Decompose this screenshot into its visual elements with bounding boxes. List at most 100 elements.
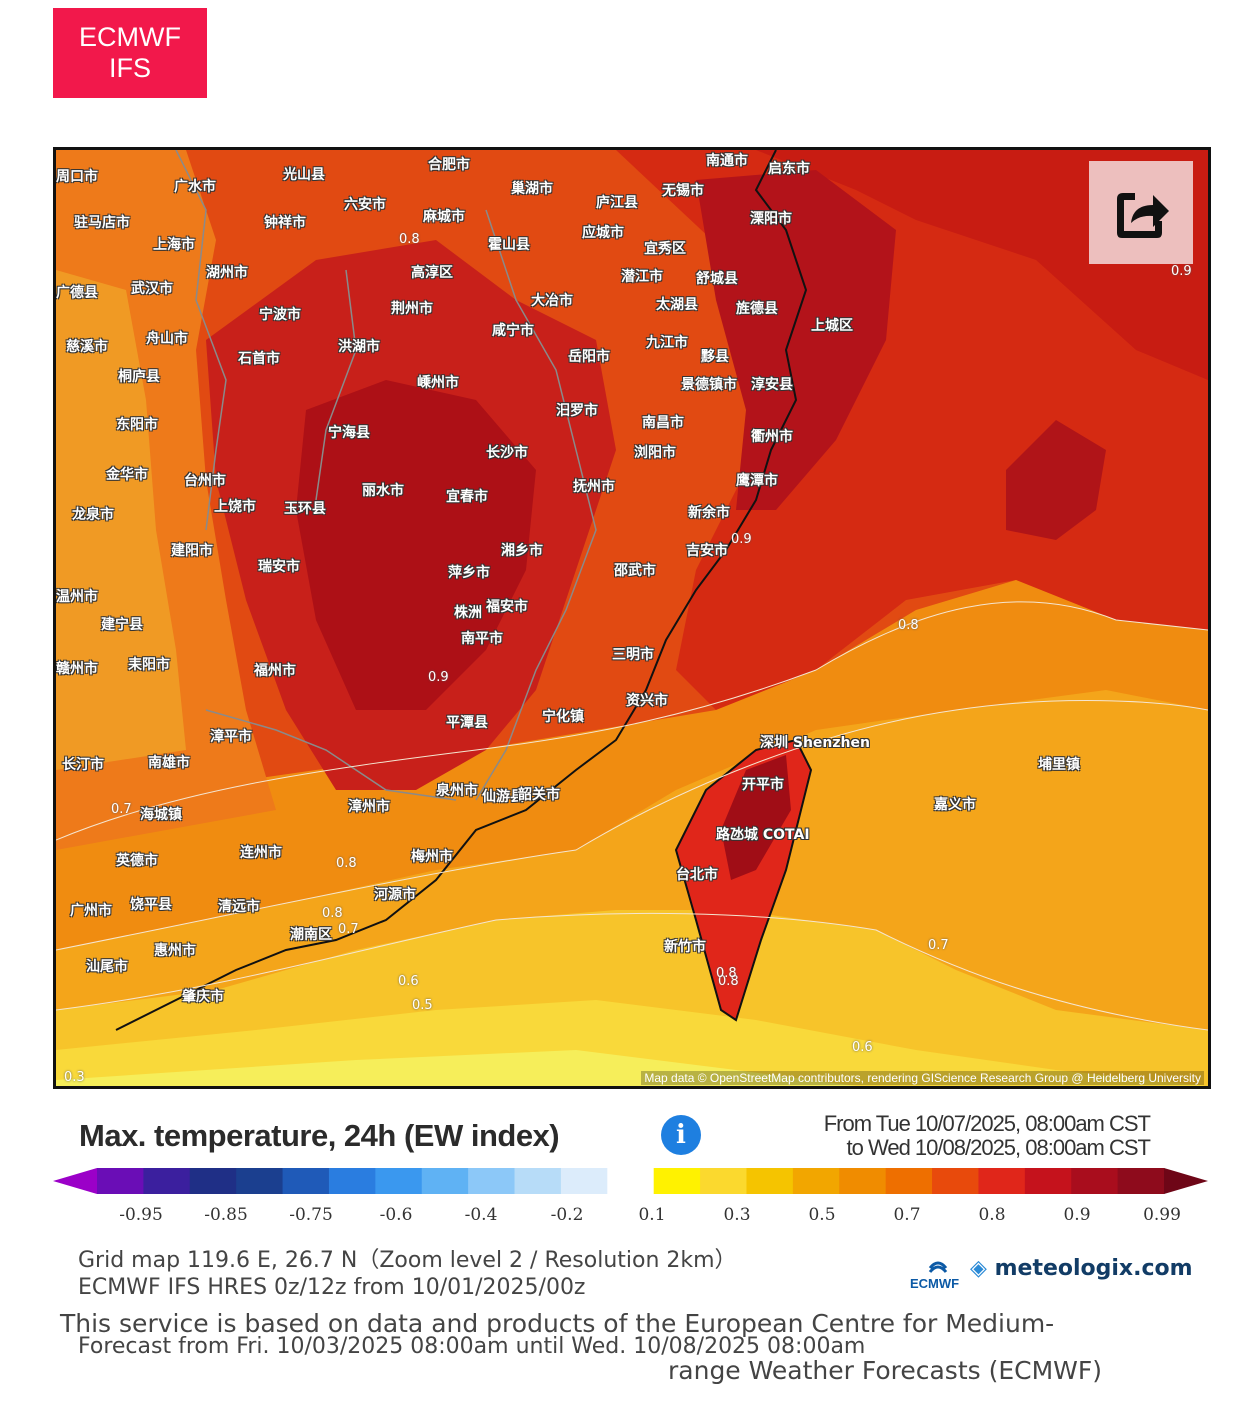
city-label: 舒城县: [696, 271, 738, 287]
city-label: 新竹市: [664, 939, 706, 955]
city-label: 麻城市: [423, 209, 465, 225]
city-label: 三明市: [612, 647, 654, 663]
tick-label: -0.95: [119, 1205, 163, 1225]
color-scale: [53, 1168, 1208, 1194]
scale-cell: [700, 1168, 747, 1194]
city-label: 咸宁市: [492, 323, 534, 339]
city-label: 漳州市: [348, 799, 390, 815]
city-label: 建宁县: [101, 617, 143, 633]
scale-cell: [282, 1168, 330, 1194]
city-label: 光山县: [283, 167, 325, 183]
city-label: 龙泉市: [72, 507, 114, 523]
scale-cell: [236, 1168, 284, 1194]
tick-label: -0.85: [204, 1205, 248, 1225]
city-label: 武汉市: [131, 281, 173, 297]
city-label: 湘乡市: [501, 543, 543, 559]
info-icon[interactable]: i: [661, 1115, 701, 1155]
city-label: 萍乡市: [448, 565, 490, 581]
contour-label: 0.8: [399, 232, 420, 247]
city-label: 岳阳市: [568, 349, 610, 365]
contour-label: 0.8: [716, 966, 737, 981]
city-label: 景德镇市: [681, 377, 737, 393]
contour-label: 0.7: [338, 922, 359, 937]
forecast-range: Forecast from Fri. 10/03/2025 08:00am un…: [78, 1334, 866, 1359]
city-label: 丽水市: [362, 483, 404, 499]
service-note-line1: This service is based on data and produc…: [60, 1309, 1055, 1338]
city-label: 石首市: [238, 351, 280, 367]
scale-cell: [1071, 1168, 1119, 1194]
tick-label: 0.1: [638, 1205, 666, 1225]
city-label: 宜秀区: [644, 241, 686, 257]
city-label: 旌德县: [736, 301, 778, 317]
contour-label: 0.8: [718, 974, 739, 989]
city-label: 溧阳市: [750, 211, 792, 227]
scale-cell: [560, 1168, 608, 1194]
city-label: 应城市: [582, 225, 624, 241]
badge-line2: IFS: [108, 53, 151, 83]
contour-label: 0.9: [428, 670, 449, 685]
share-icon: [1117, 192, 1169, 238]
city-label: 九江市: [646, 335, 688, 351]
city-label: 肇庆市: [182, 989, 224, 1005]
city-label: 荆州市: [391, 301, 433, 317]
scale-cell: [143, 1168, 191, 1194]
city-label: 东阳市: [116, 417, 158, 433]
city-label: 平潭县: [446, 715, 488, 731]
contour-label: 0.6: [852, 1040, 873, 1055]
tick-label: -0.6: [379, 1205, 413, 1225]
city-label: 衢州市: [751, 429, 793, 445]
city-label: 舟山市: [146, 331, 188, 347]
contour-label: 0.5: [412, 998, 433, 1013]
share-button[interactable]: [1089, 161, 1193, 264]
city-label: 广德县: [56, 285, 98, 301]
valid-period: From Tue 10/07/2025, 08:00am CST to Wed …: [823, 1111, 1151, 1160]
city-label: 金华市: [106, 467, 148, 483]
city-label: 淳安县: [751, 377, 793, 393]
period-from: From Tue 10/07/2025, 08:00am CST: [823, 1111, 1151, 1136]
contour-label: 0.8: [898, 618, 919, 633]
contour-label: 0.6: [398, 974, 419, 989]
city-label: 慈溪市: [66, 339, 108, 355]
ecmwf-logo-mark: [928, 1261, 948, 1273]
city-label: 霍山县: [488, 237, 530, 253]
city-label: 河源市: [374, 887, 416, 903]
scale-cell: [792, 1168, 840, 1194]
city-label: 宁海县: [328, 425, 370, 441]
scale-cell: [1117, 1168, 1165, 1194]
city-label: 鹰潭市: [736, 473, 778, 489]
scale-cell: [328, 1168, 376, 1194]
city-label: 庐江县: [596, 195, 638, 211]
city-label: 长汀市: [62, 757, 104, 773]
city-label: 高淳区: [411, 265, 453, 281]
city-label: 无锡市: [662, 183, 704, 199]
city-label: 宁波市: [259, 307, 301, 323]
city-label: 汕尾市: [86, 959, 128, 975]
city-label: 玉环县: [284, 501, 326, 517]
contour-label: 0.3: [64, 1070, 85, 1085]
city-label: 台北市: [676, 867, 718, 883]
service-note-line2: range Weather Forecasts (ECMWF): [668, 1356, 1103, 1385]
scale-cell: [375, 1168, 423, 1194]
city-label: 黟县: [701, 349, 729, 365]
city-label: 路氹城 COTAI: [716, 827, 810, 843]
scale-cell: [421, 1168, 469, 1194]
contour-label: 0.7: [928, 938, 949, 953]
city-label: 赣州市: [56, 661, 98, 677]
city-label: 上海市: [153, 237, 195, 253]
city-label: 吉安市: [686, 543, 728, 559]
period-to: to Wed 10/08/2025, 08:00am CST: [846, 1135, 1151, 1160]
forecast-map[interactable]: 周口市 光山县 合肥市 南通市 启东市 驻马店市 广水市 六安市 巢湖市 无锡市…: [53, 147, 1211, 1089]
city-label: 泉州市: [436, 783, 478, 799]
city-label: 大冶市: [531, 293, 573, 309]
city-label: 饶平县: [130, 897, 172, 913]
city-label: 新余市: [688, 505, 730, 521]
meteologix-logo[interactable]: ◈ meteologix.com: [970, 1256, 1193, 1281]
city-label: 深圳 Shenzhen: [760, 735, 870, 751]
scale-ticks: -0.95 -0.85 -0.75 -0.6 -0.4 -0.2 0.1 0.3…: [0, 1205, 1260, 1229]
city-label: 福州市: [254, 663, 296, 679]
city-label: 周口市: [56, 169, 98, 185]
scale-cell: [839, 1168, 887, 1194]
legend-title: Max. temperature, 24h (EW index): [79, 1118, 560, 1153]
tick-label: -0.75: [289, 1205, 333, 1225]
city-label: 株洲: [454, 605, 482, 621]
